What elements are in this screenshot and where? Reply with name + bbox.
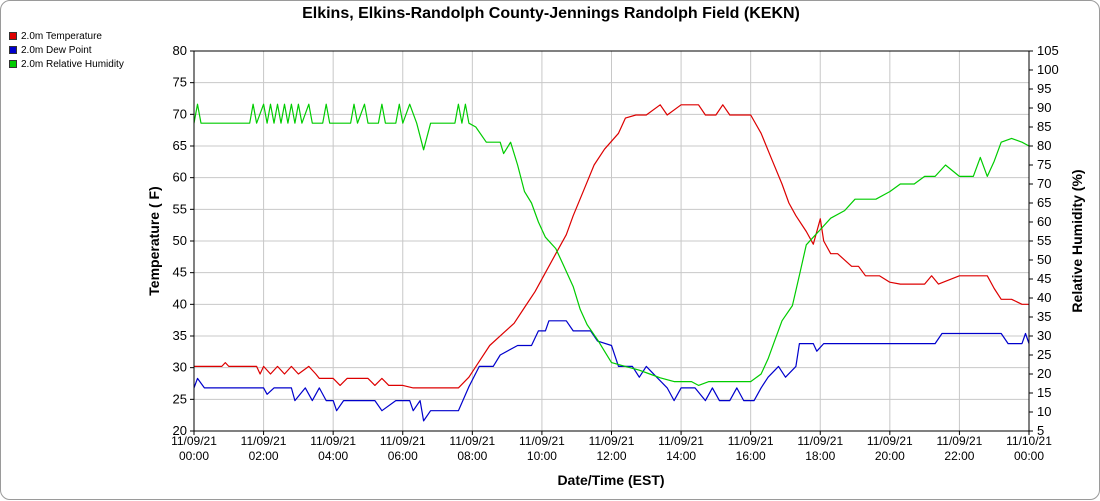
y-left-tick-label: 75 <box>173 75 187 90</box>
y-right-tick-label: 60 <box>1037 214 1051 229</box>
y-right-tick-label: 20 <box>1037 366 1051 381</box>
y-left-tick-label: 20 <box>173 423 187 438</box>
x-tick-label: 11/09/21 22:00 <box>937 434 983 463</box>
y-right-tick-label: 105 <box>1037 43 1059 58</box>
y-left-tick-label: 60 <box>173 170 187 185</box>
x-tick-label: 11/09/21 02:00 <box>241 434 287 463</box>
y-left-tick-label: 35 <box>173 328 187 343</box>
x-tick-date: 11/09/21 <box>519 434 565 448</box>
y-right-tick-label: 50 <box>1037 252 1051 267</box>
y-right-tick-label: 10 <box>1037 404 1051 419</box>
x-tick-label: 11/09/21 00:00 <box>171 434 217 463</box>
x-tick-label: 11/09/21 16:00 <box>728 434 774 463</box>
x-tick-time: 10:00 <box>527 449 557 463</box>
y-axis-right-label: Relative Humidity (%) <box>1069 169 1085 312</box>
x-tick-date: 11/09/21 <box>728 434 774 448</box>
x-tick-time: 06:00 <box>388 449 418 463</box>
y-left-tick-label: 40 <box>173 296 187 311</box>
x-tick-time: 12:00 <box>596 449 626 463</box>
x-tick-time: 22:00 <box>944 449 974 463</box>
x-tick-label: 11/09/21 20:00 <box>867 434 913 463</box>
x-tick-date: 11/09/21 <box>867 434 913 448</box>
x-tick-label: 11/09/21 10:00 <box>519 434 565 463</box>
x-tick-date: 11/09/21 <box>658 434 704 448</box>
y-left-tick-label: 25 <box>173 391 187 406</box>
x-tick-time: 04:00 <box>318 449 348 463</box>
x-tick-time: 00:00 <box>1014 449 1044 463</box>
y-right-tick-label: 100 <box>1037 62 1059 77</box>
y-right-tick-label: 30 <box>1037 328 1051 343</box>
y-right-tick-label: 95 <box>1037 81 1051 96</box>
series-line-2-0m-relative-humidity <box>193 103 1030 386</box>
x-tick-date: 11/09/21 <box>589 434 635 448</box>
x-tick-date: 11/09/21 <box>310 434 356 448</box>
x-tick-label: 11/09/21 06:00 <box>380 434 426 463</box>
y-right-tick-label: 80 <box>1037 138 1051 153</box>
y-right-tick-label: 75 <box>1037 157 1051 172</box>
x-tick-label: 11/09/21 12:00 <box>589 434 635 463</box>
y-right-tick-label: 15 <box>1037 385 1051 400</box>
x-tick-date: 11/09/21 <box>449 434 495 448</box>
y-left-tick-label: 30 <box>173 360 187 375</box>
y-left-tick-label: 55 <box>173 201 187 216</box>
y-right-tick-label: 55 <box>1037 233 1051 248</box>
x-tick-time: 02:00 <box>249 449 279 463</box>
legend-swatch-relative-humidity <box>9 60 17 68</box>
legend-label-relative-humidity: 2.0m Relative Humidity <box>21 58 124 70</box>
chart-title: Elkins, Elkins-Randolph County-Jennings … <box>302 5 800 22</box>
series-line-2-0m-temperature <box>194 104 1029 389</box>
y-right-tick-label: 40 <box>1037 290 1051 305</box>
y-right-tick-label: 5 <box>1037 423 1044 438</box>
x-tick-date: 11/09/21 <box>797 434 843 448</box>
x-tick-label: 11/09/21 14:00 <box>658 434 704 463</box>
y-left-tick-label: 65 <box>173 138 187 153</box>
y-right-tick-label: 70 <box>1037 176 1051 191</box>
y-right-tick-label: 35 <box>1037 309 1051 324</box>
chart-legend: 2.0m Temperature 2.0m Dew Point 2.0m Rel… <box>9 29 124 71</box>
x-tick-time: 18:00 <box>805 449 835 463</box>
x-axis-label: Date/Time (EST) <box>557 472 664 488</box>
y-left-tick-label: 80 <box>173 43 187 58</box>
legend-label-temperature: 2.0m Temperature <box>21 30 102 42</box>
y-right-tick-label: 45 <box>1037 271 1051 286</box>
legend-item-temperature: 2.0m Temperature <box>9 29 124 43</box>
legend-item-dew-point: 2.0m Dew Point <box>9 43 124 57</box>
y-axis-left-label: Temperature ( F) <box>146 186 162 295</box>
y-left-tick-label: 50 <box>173 233 187 248</box>
x-tick-date: 11/09/21 <box>380 434 426 448</box>
y-left-tick-label: 70 <box>173 106 187 121</box>
x-tick-date: 11/09/21 <box>241 434 287 448</box>
x-tick-label: 11/10/21 00:00 <box>1006 434 1052 463</box>
x-tick-date: 11/09/21 <box>937 434 983 448</box>
x-tick-label: 11/09/21 18:00 <box>797 434 843 463</box>
x-tick-label: 11/09/21 08:00 <box>449 434 495 463</box>
y-right-tick-label: 65 <box>1037 195 1051 210</box>
x-tick-time: 08:00 <box>457 449 487 463</box>
x-tick-label: 11/09/21 04:00 <box>310 434 356 463</box>
y-right-tick-label: 25 <box>1037 347 1051 362</box>
x-tick-time: 00:00 <box>179 449 209 463</box>
x-tick-date: 11/09/21 <box>171 434 217 448</box>
plot-border <box>193 50 1030 432</box>
y-right-tick-label: 90 <box>1037 100 1051 115</box>
y-left-tick-label: 45 <box>173 265 187 280</box>
x-tick-time: 20:00 <box>875 449 905 463</box>
legend-swatch-dew-point <box>9 46 17 54</box>
y-right-tick-label: 85 <box>1037 119 1051 134</box>
series-line-2-0m-dew-point <box>193 320 1030 422</box>
legend-label-dew-point: 2.0m Dew Point <box>21 44 92 56</box>
x-tick-time: 16:00 <box>736 449 766 463</box>
legend-item-relative-humidity: 2.0m Relative Humidity <box>9 57 124 71</box>
x-tick-time: 14:00 <box>666 449 696 463</box>
x-tick-date: 11/10/21 <box>1006 434 1052 448</box>
legend-swatch-temperature <box>9 32 17 40</box>
